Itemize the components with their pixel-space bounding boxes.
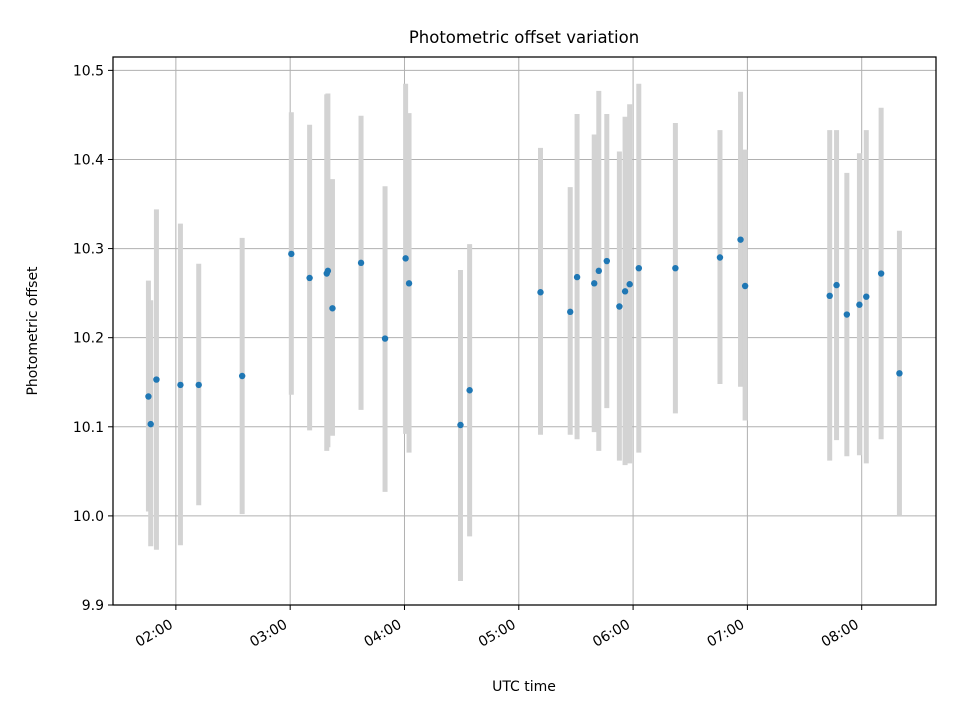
data-point [896, 370, 903, 377]
data-point [195, 381, 202, 389]
data-point [635, 264, 643, 272]
y-tick-label: 9.9 [82, 598, 104, 614]
data-point [457, 421, 464, 429]
data-point [826, 292, 833, 300]
data-point [737, 236, 744, 243]
x-tick-label: 03:00 [247, 617, 290, 651]
chart-title: Photometric offset variation [409, 28, 639, 47]
data-point [357, 259, 365, 267]
y-tick-label: 10.1 [73, 420, 104, 436]
y-axis-label: Photometric offset [25, 266, 41, 396]
grid-lines [113, 57, 936, 606]
plot-frame [112, 56, 937, 606]
data-point [466, 387, 473, 394]
x-axis-label: UTC time [492, 679, 556, 695]
data-point [153, 376, 160, 383]
data-point [402, 255, 409, 262]
error-bars [145, 83, 902, 581]
x-axis-ticks: 02:00 03:00 04:00 05:00 06:00 07:00 08:00 [133, 605, 863, 651]
data-point [595, 267, 602, 275]
y-axis-ticks: 9.9 10.0 10.1 10.2 10.3 10.4 10.5 [73, 63, 113, 614]
x-tick-label: 05:00 [476, 617, 519, 651]
data-points [145, 236, 903, 429]
data-point [324, 267, 332, 275]
x-tick-label: 07:00 [704, 617, 747, 651]
data-point [856, 301, 863, 308]
data-point [147, 420, 154, 428]
x-tick-label: 06:00 [590, 617, 633, 651]
data-point [863, 293, 870, 300]
data-point [177, 381, 184, 389]
data-point [537, 289, 544, 296]
y-tick-label: 10.0 [73, 509, 104, 525]
data-point [306, 274, 313, 282]
x-tick-label: 02:00 [133, 617, 176, 651]
data-point [381, 335, 389, 342]
y-tick-label: 10.3 [73, 242, 104, 258]
data-point [567, 308, 574, 316]
data-point [672, 264, 679, 272]
y-tick-label: 10.4 [73, 152, 104, 168]
x-tick-label: 08:00 [819, 617, 862, 651]
data-point [716, 254, 724, 261]
data-point [329, 305, 336, 312]
data-point [621, 288, 629, 295]
data-point [616, 303, 623, 310]
data-point [591, 280, 598, 287]
data-point [603, 257, 610, 265]
data-point [238, 372, 246, 380]
data-point [145, 393, 152, 400]
x-tick-label: 04:00 [362, 617, 405, 651]
data-point [741, 282, 749, 290]
data-point [877, 270, 885, 277]
data-point [833, 281, 840, 289]
data-point [573, 273, 581, 281]
data-point [843, 311, 851, 318]
data-point [288, 250, 295, 258]
y-tick-label: 10.2 [73, 331, 104, 347]
y-tick-label: 10.5 [73, 63, 104, 79]
data-point [626, 281, 633, 288]
data-point [405, 280, 413, 287]
